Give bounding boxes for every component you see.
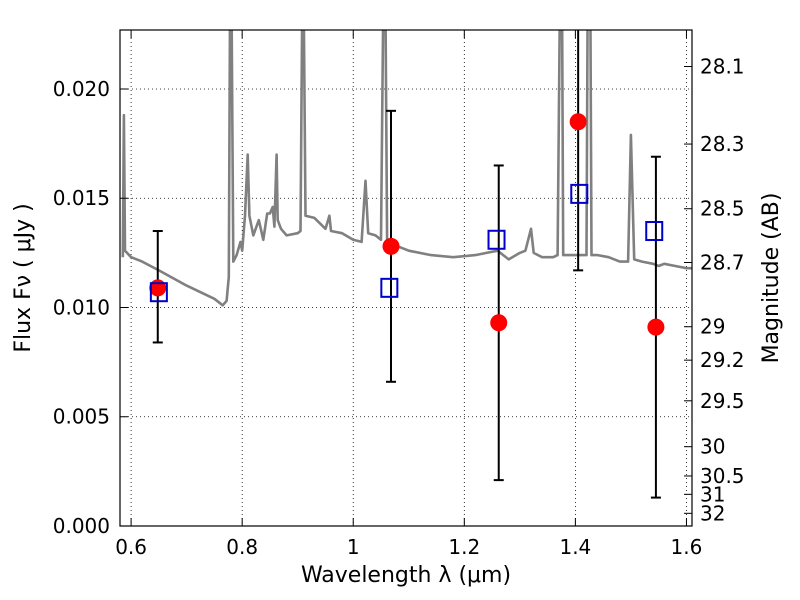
y-tick-label: 0.020 bbox=[53, 77, 110, 101]
x-tick-label: 1 bbox=[347, 535, 360, 559]
y-tick-label: 0.015 bbox=[53, 186, 110, 210]
right-tick-label: 32 bbox=[700, 501, 725, 525]
observed-point bbox=[382, 237, 400, 255]
right-tick-label: 28.1 bbox=[700, 54, 745, 78]
model-photometry-point bbox=[570, 183, 589, 204]
right-tick-label: 29 bbox=[700, 315, 725, 339]
model-photometry-point bbox=[645, 221, 664, 242]
right-axis-label: Magnitude (AB) bbox=[759, 193, 784, 364]
right-tick-label: 31 bbox=[700, 482, 725, 506]
model-spectrum-line bbox=[121, 30, 692, 307]
y-axis-label: Flux Fν ( μJy ) bbox=[11, 203, 36, 352]
plot-frame bbox=[119, 29, 693, 527]
x-tick-label: 1.2 bbox=[448, 535, 480, 559]
x-tick-label: 1.6 bbox=[671, 535, 703, 559]
observed-point bbox=[569, 113, 587, 131]
right-tick-label: 28.5 bbox=[700, 197, 745, 221]
right-tick-label: 29.5 bbox=[700, 389, 745, 413]
right-tick-label: 30.5 bbox=[700, 464, 745, 488]
x-tick-label: 0.8 bbox=[226, 535, 258, 559]
right-tick-label: 30 bbox=[700, 435, 725, 459]
observed-point bbox=[647, 318, 665, 336]
right-tick-label: 29.2 bbox=[700, 348, 745, 372]
x-tick-label: 1.4 bbox=[559, 535, 591, 559]
model-photometry-point bbox=[487, 229, 506, 250]
observed-point bbox=[490, 314, 508, 332]
right-tick-label: 28.7 bbox=[700, 250, 745, 274]
axis-ticks: 0.6 0.8 1 1.2 1.4 1.6 0.000 0.005 0.010 0.015 0.02… bbox=[53, 30, 745, 559]
model-photometry-point bbox=[149, 282, 168, 303]
y-tick-label: 0.010 bbox=[53, 295, 110, 319]
y-tick-label: 0.000 bbox=[53, 514, 110, 538]
grid bbox=[120, 30, 692, 527]
y-tick-label: 0.005 bbox=[53, 405, 110, 429]
plot-area bbox=[121, 30, 692, 499]
model-photometry-point bbox=[380, 277, 399, 298]
right-tick-label: 28.3 bbox=[700, 132, 745, 156]
x-axis-label: Wavelength λ (μm) bbox=[301, 563, 511, 588]
x-tick-label: 0.6 bbox=[115, 535, 147, 559]
